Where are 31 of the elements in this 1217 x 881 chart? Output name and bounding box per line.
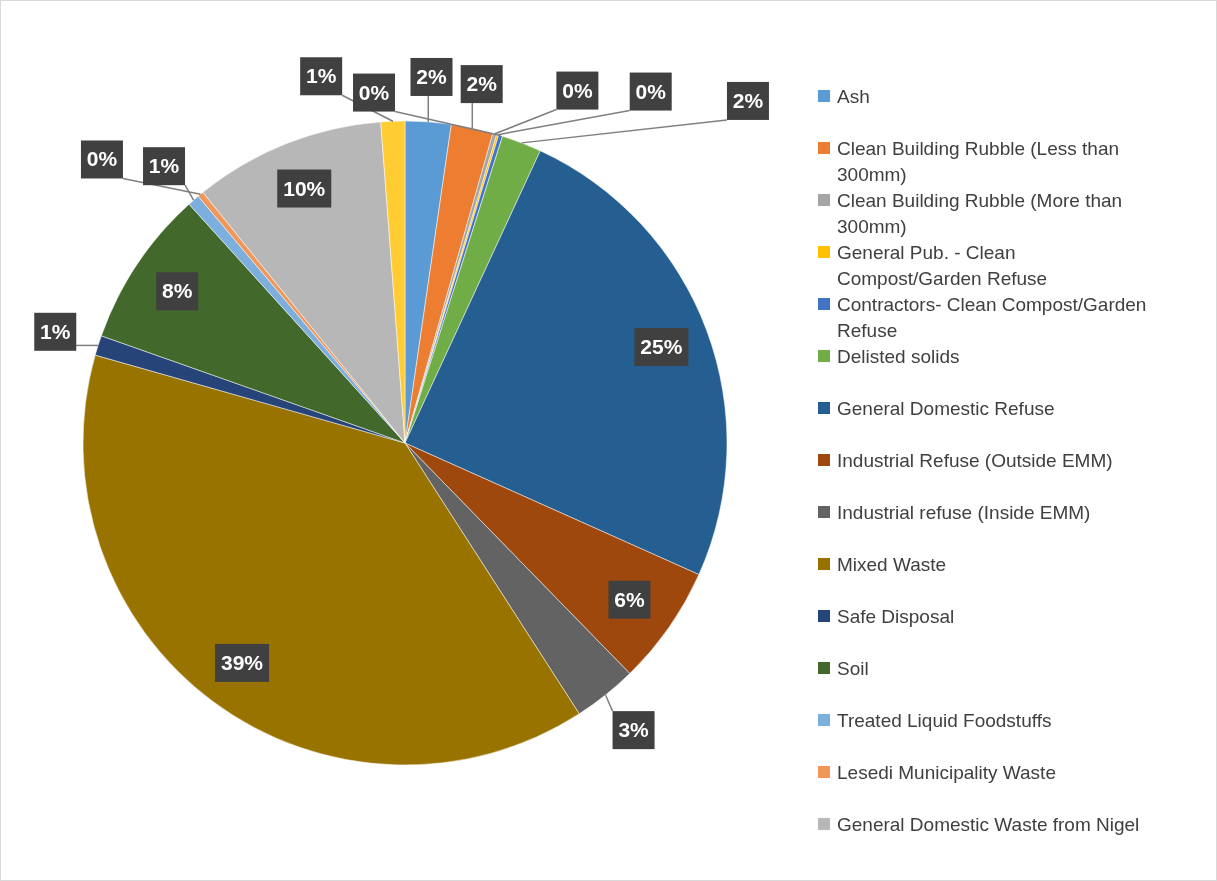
data-label: 1% — [40, 319, 71, 343]
data-label: 39% — [221, 650, 264, 674]
data-label: 0% — [562, 78, 593, 102]
data-label: 1% — [148, 154, 180, 178]
data-label: 1% — [305, 64, 337, 88]
legend-label: Delisted solids — [837, 346, 960, 367]
legend-label: Safe Disposal — [837, 606, 955, 627]
legend-label: Lesedi Municipality Waste — [837, 762, 1056, 783]
data-label: 2% — [732, 88, 764, 112]
legend-label: General Domestic Refuse — [837, 398, 1055, 419]
data-label: 25% — [640, 335, 683, 359]
legend-label: Industrial refuse (Inside EMM) — [837, 502, 1091, 523]
data-label: 0% — [86, 147, 118, 171]
data-label: 2% — [416, 64, 447, 88]
legend-label: Clean Building Rubble (More than 300mm) — [837, 190, 1123, 237]
legend-label: Contractors- Clean Compost/Garden Refuse — [837, 294, 1147, 341]
data-label: 6% — [614, 587, 645, 611]
data-label: 8% — [162, 279, 193, 303]
data-label: 2% — [466, 72, 498, 96]
legend-label: Industrial Refuse (Outside EMM) — [837, 450, 1113, 471]
legend-label: Ash — [837, 86, 870, 107]
legend-label: Treated Liquid Foodstuffs — [837, 710, 1052, 731]
legend-label: Soil — [837, 658, 869, 679]
legend-label: General Domestic Waste from Nigel — [837, 814, 1140, 835]
data-label: 0% — [635, 79, 667, 103]
data-label: 3% — [618, 718, 650, 742]
data-label: 0% — [358, 80, 390, 104]
legend-label: Mixed Waste — [837, 554, 947, 575]
legend-label: General Pub. - Clean Compost/Garden Refuse — [837, 242, 1048, 289]
data-label: 10% — [283, 176, 326, 200]
legend-label: Clean Building Rubble (Less than 300mm) — [837, 138, 1120, 185]
